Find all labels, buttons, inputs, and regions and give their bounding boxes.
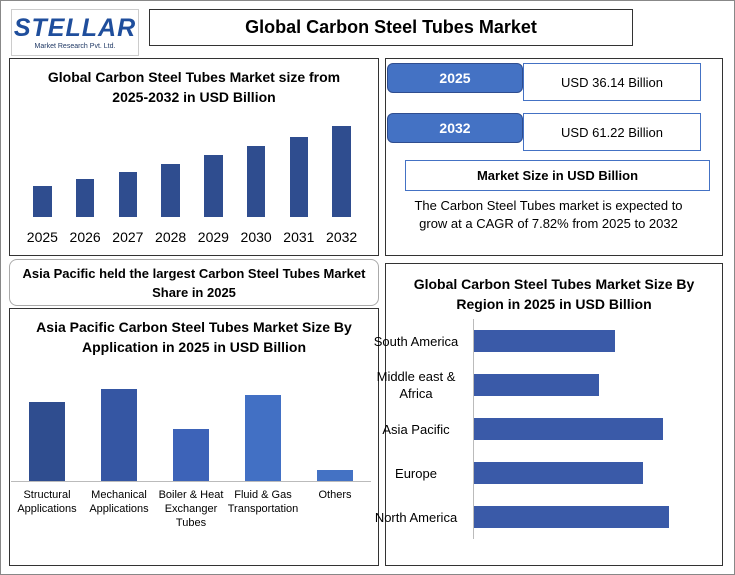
bar — [474, 462, 643, 484]
bar — [289, 136, 309, 217]
chart-title: Global Carbon Steel Tubes Market size fr… — [47, 69, 341, 105]
key-year: 2025 — [387, 63, 523, 93]
bar — [474, 330, 615, 352]
bar — [29, 402, 65, 481]
chart-title: Asia Pacific Carbon Steel Tubes Market S… — [36, 319, 352, 355]
logo-subtitle: Market Research Pvt. Ltd. — [34, 43, 116, 50]
panel — [9, 58, 379, 256]
bar — [101, 389, 137, 481]
logo-name: STELLAR — [13, 14, 137, 42]
bar — [332, 126, 351, 217]
key-caption: Market Size in USD Billion — [405, 160, 710, 191]
x-tick-label: 2027 — [112, 229, 144, 245]
bar — [474, 418, 663, 440]
bar — [245, 395, 281, 481]
y-tick-label: Europe — [395, 465, 437, 481]
x-tick-label: Others — [318, 489, 352, 501]
key-value: USD 36.14 Billion — [523, 63, 701, 101]
chart-title: Global Carbon Steel Tubes Market Size By… — [413, 276, 695, 312]
highlight: Asia Pacific held the largest Carbon Ste… — [9, 259, 379, 306]
x-tick-label: 2025 — [26, 229, 58, 245]
summary: The Carbon Steel Tubes market is expecte… — [414, 198, 683, 231]
bar — [161, 163, 180, 217]
x-tick-label: 2032 — [326, 229, 358, 245]
bar — [474, 506, 669, 528]
x-tick-label: Boiler & Heat Exchanger Tubes — [158, 489, 224, 529]
y-tick-label: South America — [373, 333, 459, 349]
bar — [118, 171, 138, 217]
x-tick-label: Mechanical Applications — [89, 489, 149, 515]
bar — [204, 155, 223, 217]
key-value: USD 61.22 Billion — [523, 113, 701, 151]
page-title: Global Carbon Steel Tubes Market — [149, 9, 633, 46]
x-tick-label: 2028 — [155, 229, 187, 245]
bar — [33, 185, 52, 217]
y-tick-label: Middle east & Africa — [376, 369, 456, 401]
x-tick-label: 2031 — [283, 229, 315, 245]
x-axis-line — [11, 481, 371, 482]
x-tick-label: Fluid & Gas Transportation — [227, 489, 299, 515]
x-tick-label: 2029 — [197, 229, 229, 245]
bar — [474, 374, 599, 396]
bar — [173, 429, 209, 481]
bar — [75, 178, 95, 217]
x-tick-label: 2026 — [69, 229, 101, 245]
x-tick-label: 2030 — [240, 229, 272, 245]
logo: STELLAR Market Research Pvt. Ltd. — [11, 9, 139, 56]
y-axis-line — [473, 319, 474, 539]
x-tick-label: Structural Applications — [17, 489, 77, 515]
key-year: 2032 — [387, 113, 523, 143]
y-tick-label: North America — [374, 509, 458, 525]
bar — [317, 470, 353, 481]
bar — [246, 146, 266, 217]
y-tick-label: Asia Pacific — [382, 421, 450, 437]
